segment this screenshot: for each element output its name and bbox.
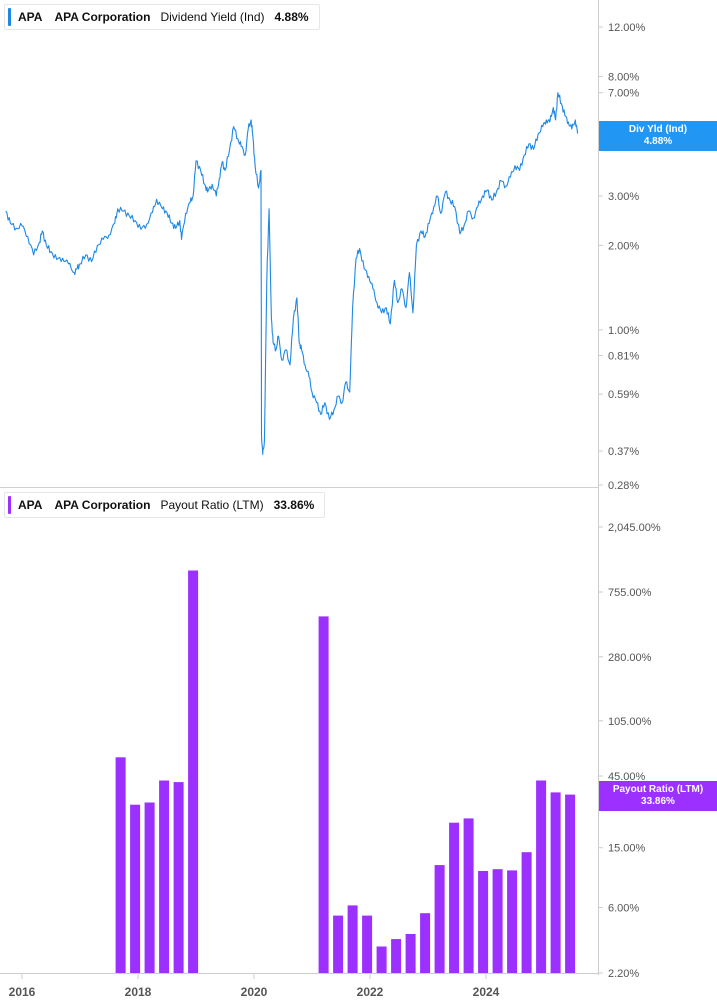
tag-label: Div Yld (Ind) [628,124,688,135]
x-tick-label: 2020 [241,985,268,999]
payout-ratio-plot [115,570,576,973]
payout-swatch [8,496,11,514]
y-tick-label: 15.00% [608,843,646,855]
legend-ticker: APA [18,498,43,512]
y-tick-label: 0.28% [608,480,639,492]
tag-value: 4.88% [643,136,673,147]
dividend-yield-tag: Div Yld (Ind) 4.88% [599,121,717,151]
payout-bar [318,616,329,973]
bottom-y-axis: 2,045.00% 755.00% 280.00% 105.00% 45.00% 15.0… [598,522,661,980]
legend-metric: Payout Ratio (LTM) [160,498,264,512]
payout-ratio-tag: Payout Ratio (LTM) 33.86% [599,781,717,811]
x-axis: 2016 2018 2020 2022 2024 [9,973,500,999]
x-tick-label: 2024 [473,985,500,999]
y-tick-label: 2.00% [608,240,639,252]
y-tick-label: 0.37% [608,446,639,458]
y-tick-label: 105.00% [608,716,652,728]
payout-bar [536,780,547,973]
dividend-yield-plot [5,92,579,455]
top-y-axis: 12.00% 8.00% 7.00% 3.00% 2.00% 1.00% 0.81% 0.59… [598,22,646,492]
tag-label: Payout Ratio (LTM) [612,784,704,795]
payout-bar [173,782,184,973]
payout-bar [130,804,141,973]
payout-bar [492,869,503,973]
payout-bar [478,871,489,973]
y-tick-label: 1.00% [608,325,639,337]
payout-bar [463,818,474,973]
tag-value: 33.86% [641,796,675,807]
y-tick-label: 3.00% [608,191,639,203]
y-tick-label: 0.81% [608,351,639,363]
payout-bar [449,822,460,973]
payout-bar [507,870,518,973]
x-tick-label: 2018 [125,985,152,999]
y-tick-label: 7.00% [608,88,639,100]
y-tick-label: 12.00% [608,22,646,34]
payout-bar [376,946,387,973]
dividend-yield-line [5,92,579,455]
y-tick-label: 45.00% [608,771,646,783]
dividend-yield-legend: APA APA Corporation Dividend Yield (Ind)… [4,4,320,30]
payout-bar [420,913,431,973]
legend-ticker: APA [18,10,43,24]
legend-company: APA Corporation [54,10,151,24]
legend-metric: Dividend Yield (Ind) [160,10,265,24]
payout-bar [347,905,358,973]
y-tick-label: 8.00% [608,71,639,83]
y-tick-label: 280.00% [608,652,652,664]
payout-ratio-legend: APA APA Corporation Payout Ratio (LTM) 3… [4,492,326,518]
payout-bar [405,934,416,973]
payout-bar [144,802,155,973]
x-tick-label: 2016 [9,985,36,999]
y-tick-label: 755.00% [608,587,652,599]
y-tick-label: 2.20% [608,968,639,980]
payout-bar [362,915,373,973]
payout-bar [333,915,344,973]
payout-bar [115,757,126,973]
payout-bar [159,780,170,973]
y-tick-label: 2,045.00% [608,522,661,534]
payout-bar [550,792,561,973]
x-tick-label: 2022 [357,985,384,999]
legend-value: 33.86% [273,498,315,512]
y-tick-label: 0.59% [608,389,639,401]
payout-bar [521,852,532,973]
yield-swatch [8,8,11,26]
legend-company: APA Corporation [54,498,151,512]
payout-bar [188,570,199,973]
payout-bar [391,939,402,973]
y-tick-label: 6.00% [608,903,639,915]
payout-bar [434,865,445,973]
legend-value: 4.88% [274,10,309,24]
payout-bar [565,794,576,973]
